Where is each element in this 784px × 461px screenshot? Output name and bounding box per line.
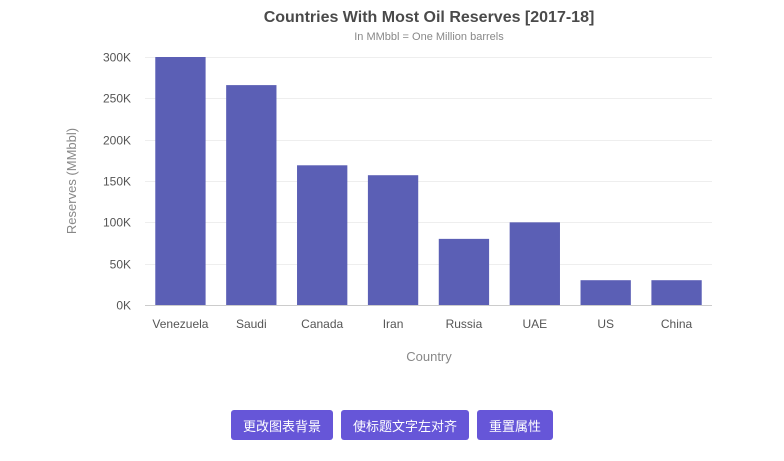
y-tick-label: 150K (103, 175, 131, 189)
x-tick-label: Canada (301, 317, 343, 331)
y-tick-label: 300K (103, 51, 131, 65)
change-background-button[interactable]: 更改图表背景 (230, 410, 333, 440)
bar-china[interactable] (651, 280, 702, 305)
x-axis-ticks: Venezuela Saudi Canada Iran Russia UAE US China (152, 317, 692, 331)
y-axis-ticks: 0K 50K 100K 150K 200K 250K 300K (103, 51, 131, 313)
y-axis-title: Reserves (MMbbl) (64, 128, 79, 234)
chart-subtitle: In MMbbl = One Million barrels (354, 31, 504, 43)
bar-us[interactable] (580, 280, 631, 305)
x-tick-label: UAE (522, 317, 547, 331)
bar-russia[interactable] (438, 238, 490, 305)
bar-saudi[interactable] (226, 85, 277, 306)
x-tick-label: China (661, 317, 693, 331)
x-tick-label: US (597, 317, 614, 331)
align-title-left-button[interactable]: 使标题文字左对齐 (340, 410, 469, 440)
control-buttons: 更改图表背景 使标题文字左对齐 重置属性 (0, 410, 784, 440)
y-tick-label: 100K (103, 216, 131, 230)
y-tick-label: 200K (103, 134, 131, 148)
bars (155, 57, 702, 306)
bar-chart: Countries With Most Oil Reserves [2017-1… (64, 9, 712, 364)
chart-container: Countries With Most Oil Reserves [2017-1… (64, 9, 712, 364)
bar-uae[interactable] (509, 222, 560, 305)
x-tick-label: Russia (446, 317, 483, 331)
y-tick-label: 50K (110, 258, 131, 272)
bar-canada[interactable] (297, 165, 348, 305)
chart-title: Countries With Most Oil Reserves [2017-1… (264, 9, 595, 26)
x-tick-label: Saudi (236, 317, 267, 331)
x-tick-label: Venezuela (152, 317, 208, 331)
x-axis-title: Country (406, 349, 452, 364)
x-tick-label: Iran (383, 317, 404, 331)
reset-properties-button[interactable]: 重置属性 (477, 410, 554, 440)
bar-venezuela[interactable] (155, 57, 206, 305)
y-tick-label: 250K (103, 92, 131, 106)
y-tick-label: 0K (116, 299, 131, 313)
bar-iran[interactable] (367, 175, 419, 305)
